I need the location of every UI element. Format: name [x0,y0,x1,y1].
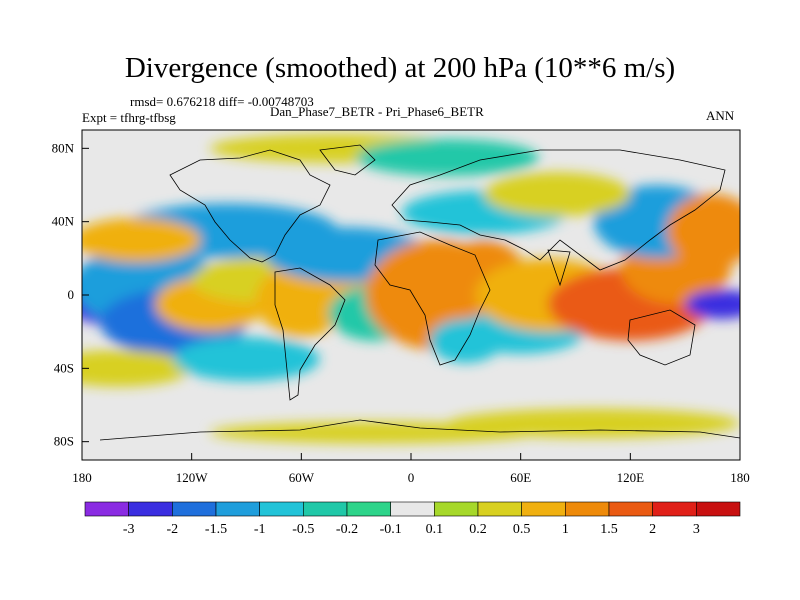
x-tick-label-5: 120E [617,470,645,485]
colorbar-bin-9 [477,501,522,517]
colorbar-label-10: 1 [562,522,569,537]
colorbar-bin-7 [390,501,435,517]
colorbar-bin-10 [521,501,566,517]
field-region-28 [447,408,740,439]
colorbar-bin-12 [608,501,653,517]
coastline-india [547,249,571,287]
x-axis: 180 120W 60W 0 60E 120E 180 [72,453,750,485]
field-region-11 [173,337,320,382]
coastline-south-america [274,267,346,401]
stats-text: rmsd= 0.676218 diff= -0.00748703 [130,94,314,109]
colorbar-label-7: 0.1 [426,522,444,537]
divergence-field [82,133,740,444]
y-tick-label-4: 80S [54,434,74,449]
x-tick-label-3: 0 [408,470,415,485]
period-label: ANN [706,108,735,123]
y-tick-label-1: 40N [52,214,75,229]
coastline-eurasia [391,149,726,271]
colorbar-label-12: 2 [649,522,656,537]
experiment-label: Expt = tfhrg-tfbsg [82,110,176,125]
colorbar-bin-0 [84,501,129,517]
x-tick-label-1: 120W [176,470,209,485]
colorbar-label-9: 0.5 [513,522,531,537]
x-tick-label-2: 60W [289,470,315,485]
field-region-26 [356,139,539,176]
y-axis: 80N 40N 0 40S 80S [52,140,89,449]
coastline-australia [627,309,696,366]
colorbar-bin-2 [172,501,217,517]
field-region-10 [82,350,192,387]
colorbar-bin-14 [696,501,741,517]
colorbar-label-13: 3 [693,522,700,537]
colorbar-label-11: 1.5 [600,522,618,537]
x-tick-label-6: 180 [730,470,750,485]
colorbar-bin-5 [303,501,348,517]
coastline-north-america [169,149,331,263]
colorbar-bin-4 [259,501,304,517]
colorbar-bin-13 [652,501,697,517]
coastline-antarctica [99,419,740,441]
colorbar-bin-1 [128,501,173,517]
x-tick-label-4: 60E [510,470,531,485]
field-region-21 [666,194,740,268]
colorbar-label-2: -1.5 [205,522,227,537]
colorbar-label-4: -0.5 [292,522,314,537]
colorbar-label-1: -2 [166,522,178,537]
coastlines [99,144,740,441]
y-tick-label-2: 0 [68,287,75,302]
coastline-africa [374,231,491,366]
map-title: Divergence (smoothed) at 200 hPa (10**6 … [124,52,676,84]
colorbar-bin-3 [215,501,260,517]
colorbar-bin-6 [346,501,391,517]
colorbar: -3 -2 -1.5 -1 -0.5 -0.2 -0.1 0.1 0.2 0.5 1 1.5 2 3 [84,501,741,537]
coastline-greenland [319,144,376,176]
colorbar-label-3: -1 [254,522,266,537]
field-region-22 [685,289,740,319]
colorbar-label-6: -0.1 [380,522,402,537]
colorbar-label-5: -0.2 [336,522,358,537]
field-region-24 [484,172,631,217]
field-region-9 [82,218,201,262]
colorbar-label-8: 0.2 [469,522,487,537]
y-tick-label-0: 80N [52,140,75,155]
y-tick-label-3: 40S [54,360,74,375]
comparison-label: Dan_Phase7_BETR - Pri_Phase6_BETR [270,104,484,119]
colorbar-bin-11 [565,501,610,517]
colorbar-label-0: -3 [123,522,135,537]
colorbar-bin-8 [434,501,479,517]
x-tick-label-0: 180 [72,470,92,485]
